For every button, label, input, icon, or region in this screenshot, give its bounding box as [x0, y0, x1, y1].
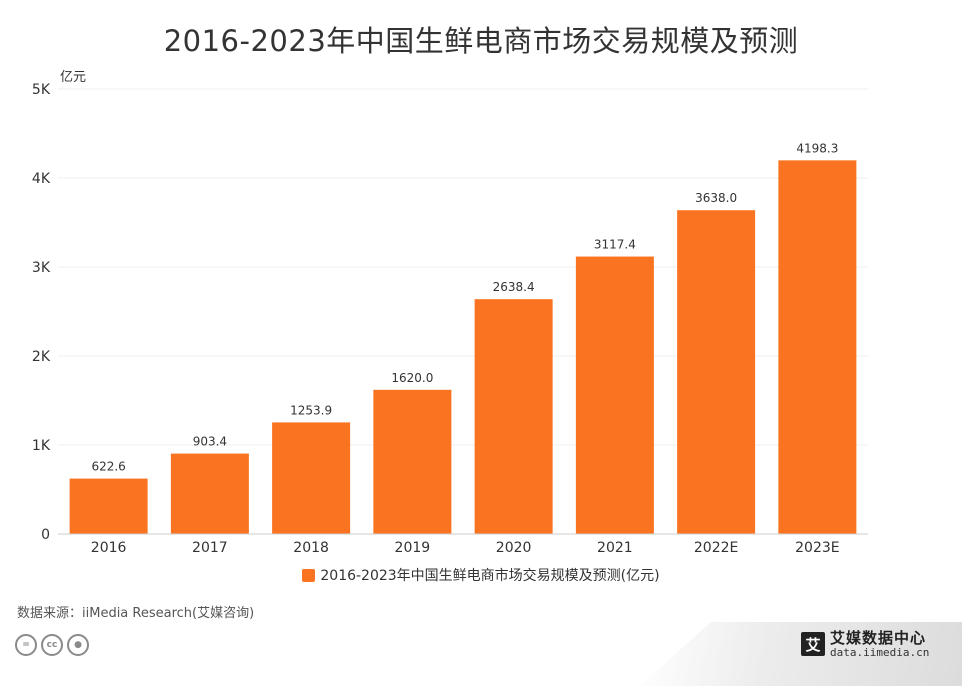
data-label: 3117.4 [594, 238, 636, 252]
person-icon: ● [67, 634, 89, 656]
legend-swatch [302, 568, 316, 582]
data-labels: 622.6 903.4 1253.9 1620.0 2638.4 3117.4 3638.0… [91, 141, 838, 473]
brand-logo-block: 艾 艾媒数据中心 data.iimedia.cn [801, 630, 929, 659]
x-tick-label: 2019 [395, 540, 431, 556]
data-label: 2638.4 [493, 280, 535, 294]
data-label: 4198.3 [796, 141, 838, 155]
y-tick-label: 5K [32, 82, 51, 98]
y-axis-ticks: 0 1K 2K 3K 4K 5K [32, 82, 51, 543]
bars [69, 160, 857, 534]
y-axis-unit: 亿元 [60, 70, 86, 85]
data-label: 3638.0 [695, 191, 737, 205]
chart-title: 2016-2023年中国生鲜电商市场交易规模及预测 [163, 24, 799, 58]
x-tick-label: 2016 [91, 540, 127, 556]
bar [69, 478, 148, 534]
bar [272, 422, 351, 534]
y-tick-label: 1K [32, 438, 51, 454]
bar [778, 160, 857, 534]
bar [677, 210, 756, 534]
y-tick-label: 0 [41, 527, 50, 543]
data-label: 1620.0 [391, 371, 433, 385]
source-note: 数据来源：iiMedia Research(艾媒咨询) [17, 606, 255, 621]
y-tick-label: 3K [32, 260, 51, 276]
legend-label: 2016-2023年中国生鲜电商市场交易规模及预测(亿元) [320, 568, 660, 584]
x-tick-label: 2017 [192, 540, 228, 556]
bar [170, 453, 249, 534]
data-label: 903.4 [193, 435, 227, 449]
bar [575, 256, 654, 534]
x-tick-label: 2018 [293, 540, 329, 556]
x-axis-ticks: 2016 2017 2018 2019 2020 2021 2022E 2023E [91, 540, 840, 556]
x-tick-label: 2023E [795, 540, 839, 556]
bar [474, 299, 553, 534]
x-tick-label: 2022E [694, 540, 738, 556]
cc-icon: cc [41, 634, 63, 656]
brand-url: data.iimedia.cn [830, 645, 930, 659]
data-label: 622.6 [91, 460, 125, 474]
bar [373, 389, 452, 534]
license-icons: = cc ● [15, 634, 89, 656]
brand-name: 艾媒数据中心 [830, 629, 927, 647]
data-label: 1253.9 [290, 403, 332, 417]
equal-icon: = [15, 634, 37, 656]
x-tick-label: 2020 [496, 540, 532, 556]
bar-chart: 0 1K 2K 3K 4K 5K 亿元 622.6 903.4 1253.9 1620.0 263… [32, 70, 868, 556]
y-tick-label: 4K [32, 171, 51, 187]
x-tick-label: 2021 [597, 540, 633, 556]
brand-logo-icon: 艾 [801, 632, 825, 657]
legend: 2016-2023年中国生鲜电商市场交易规模及预测(亿元) [0, 565, 962, 585]
y-tick-label: 2K [32, 349, 51, 365]
